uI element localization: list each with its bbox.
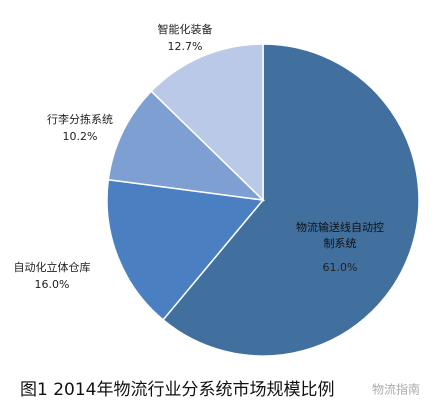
slice-label: 智能化装备 bbox=[158, 22, 213, 36]
value-label: 16.0% bbox=[35, 278, 70, 291]
pie-slice bbox=[162, 43, 420, 357]
pie-slice bbox=[106, 178, 265, 321]
slice-label: 物流输送线自动控制系统 bbox=[296, 221, 384, 250]
slice-label: 行李分拣系统 bbox=[47, 112, 113, 126]
caption: 图1 2014年物流行业分系统市场规模比例 bbox=[20, 380, 334, 400]
slice-label: 自动化立体仓库 bbox=[14, 260, 91, 274]
pie-slice bbox=[107, 90, 266, 202]
value-label: 10.2% bbox=[63, 130, 98, 143]
value-label: 61.0% bbox=[323, 261, 358, 274]
slice-label-box: 物流输送线自动控制系统 bbox=[296, 221, 384, 250]
watermark: 物流指南 bbox=[372, 382, 420, 397]
pie-slice bbox=[150, 43, 264, 202]
value-label: 12.7% bbox=[168, 40, 203, 53]
